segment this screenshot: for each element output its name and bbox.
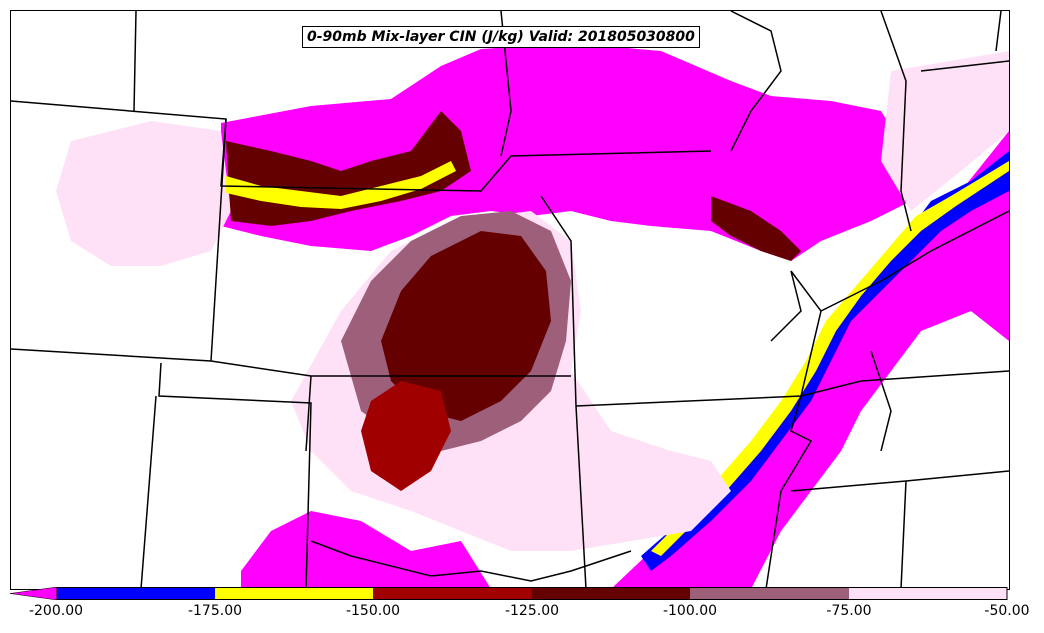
colorbar [10,587,1008,600]
colorbar-segment-125-100 [532,587,690,600]
colorbar-segment-lt-200 [10,587,58,600]
boundary-line [765,395,813,589]
cin-map: 0-90mb Mix-layer CIN (J/kg) Valid: 20180… [10,10,1010,590]
colorbar-tick: -175.00 [187,603,243,619]
map-title: 0-90mb Mix-layer CIN (J/kg) Valid: 20180… [302,26,700,48]
colorbar-tick: -200.00 [28,603,84,619]
cin-field-lt-200-north [221,43,911,261]
boundary-line [820,210,1009,312]
boundary-line [870,350,892,452]
cin-field-blue-band [641,151,1009,571]
boundary-line [770,270,802,342]
cin-field-lt-200-southwest [241,511,491,589]
colorbar-segment-100-75 [690,587,849,600]
state-boundaries [11,11,1009,589]
boundary-line [900,480,907,589]
cin-field-northeast-dark [711,196,801,261]
colorbar-tick: -100.00 [662,603,718,619]
boundary-line [158,362,312,589]
boundary-line [800,370,1009,397]
colorbar-segment-175-150 [215,587,373,600]
boundary-line [540,195,587,589]
boundary-line [995,11,1002,52]
colorbar-outline [56,587,1008,600]
cin-shading [56,43,1009,589]
colorbar-segment-75-50 [849,587,1007,600]
boundary-line [133,11,137,112]
cin-field-light-pink-east [881,51,1009,211]
colorbar-tick: -75.00 [826,603,872,619]
colorbar-tick: -150.00 [345,603,401,619]
boundary-line [11,348,571,377]
cin-field-red [361,381,451,491]
colorbar-segment-150-125 [373,587,532,600]
boundary-line [575,270,822,407]
boundary-line [880,11,912,232]
cin-field-north-yellow [226,161,456,209]
boundary-line [140,395,157,589]
cin-field-dark-red [381,231,551,421]
cin-field-light-pink [56,121,231,266]
colorbar-tick: -50.00 [984,603,1030,619]
cin-field-yellow-band [651,161,1009,556]
colorbar-segment-200-175 [57,587,215,600]
colorbar-tick: -125.00 [504,603,560,619]
boundary-line [305,375,312,452]
boundary-line [920,60,1009,72]
boundary-line [310,540,632,582]
boundary-line [220,118,712,192]
boundary-line [730,11,782,152]
cin-map-canvas [11,11,1009,589]
